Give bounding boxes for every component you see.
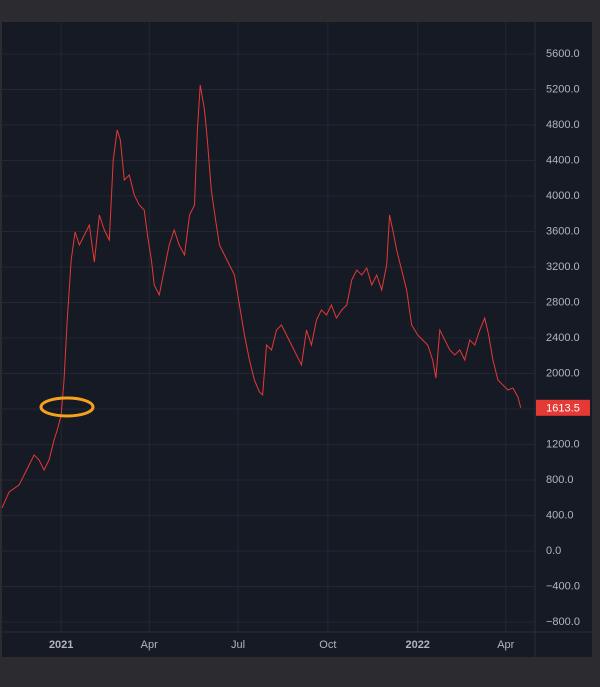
y-tick-label: 1200.0	[546, 438, 580, 450]
y-tick-label: 2000.0	[546, 367, 580, 379]
y-tick-label: 5200.0	[546, 83, 580, 95]
x-tick-label: Apr	[497, 639, 514, 651]
y-tick-label: 2800.0	[546, 296, 580, 308]
y-tick-label: −800.0	[546, 616, 580, 628]
x-tick-label: 2022	[405, 639, 429, 651]
price-line	[1, 84, 522, 509]
y-tick-label: 800.0	[546, 474, 574, 486]
y-tick-label: −400.0	[546, 580, 580, 592]
last-price-box	[536, 399, 590, 416]
y-tick-label: 2400.0	[546, 332, 580, 344]
y-tick-label: 5600.0	[546, 48, 580, 60]
x-tick-label: Jul	[231, 639, 245, 651]
x-tick-label: Apr	[141, 639, 158, 651]
y-tick-label: 0.0	[546, 545, 561, 557]
x-tick-label: Oct	[319, 639, 336, 651]
grid	[2, 22, 535, 632]
y-tick-label: 3200.0	[546, 261, 580, 273]
y-tick-label: 4400.0	[546, 154, 580, 166]
x-tick-label: 2021	[49, 639, 73, 651]
plot-area	[1, 84, 522, 509]
y-tick-label: 400.0	[546, 509, 574, 521]
axis-labels: −800.0−400.00.0400.0800.01200.01600.0200…	[49, 48, 590, 651]
last-price-label: 1613.5	[546, 403, 580, 415]
y-tick-label: 4800.0	[546, 119, 580, 131]
highlight-ellipse	[39, 396, 95, 418]
y-tick-label: 3600.0	[546, 225, 580, 237]
chart-background	[2, 22, 592, 657]
y-tick-label: 4000.0	[546, 190, 580, 202]
